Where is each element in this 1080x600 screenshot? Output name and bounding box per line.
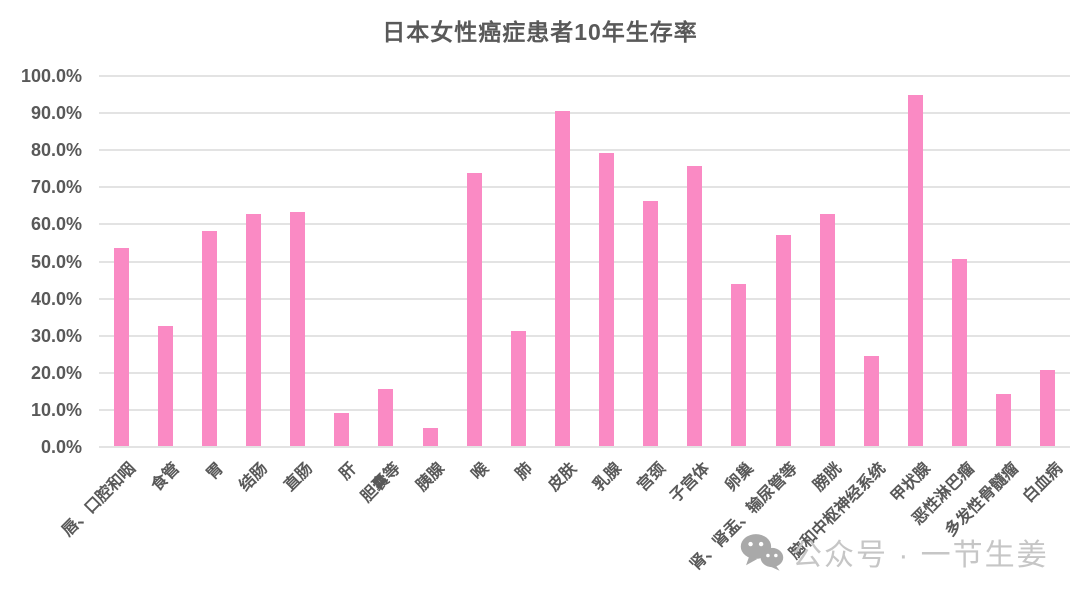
y-tick-label: 30.0% [30,325,82,346]
bar [952,258,968,446]
bar [863,356,879,446]
bar [510,331,526,446]
gridline [99,446,1070,448]
y-tick-label: 40.0% [30,288,82,309]
bar [731,283,747,446]
x-category-label: 食管 [148,460,184,495]
x-category-label: 结肠 [236,460,272,495]
watermark: 公众号 · 一节生姜 [740,530,1049,574]
bar [819,214,835,446]
plot-area [99,75,1070,448]
x-category-label: 乳腺 [589,460,625,495]
wechat-icon [740,534,784,571]
gridline [99,149,1070,152]
x-category-label: 肝 [336,460,360,484]
bar [908,95,924,446]
x-category-label: 胃 [204,460,228,484]
bar [201,230,217,446]
x-category-label: 唇、口腔和咽 [59,460,140,540]
x-category-label: 肺 [512,460,537,484]
bar [422,428,438,446]
gridline [99,408,1070,411]
bar [996,394,1012,446]
gridline [99,75,1070,77]
bar [113,247,129,446]
bar [466,173,482,446]
y-tick-label: 70.0% [30,177,82,198]
gridline [99,334,1070,337]
x-category-label: 胰腺 [413,460,449,495]
bar [599,152,615,446]
y-tick-label: 10.0% [30,399,82,420]
x-category-label: 白血病 [1019,460,1066,506]
x-category-label: 胆囊等 [357,460,404,506]
bar [157,326,173,446]
bar [1040,370,1056,446]
bar [245,214,261,446]
bar [775,234,791,446]
x-category-label: 子宫体 [666,460,713,506]
y-tick-label: 50.0% [30,251,82,272]
gridline [99,297,1070,300]
gridline [99,260,1070,263]
bar [334,412,350,446]
y-tick-label: 100.0% [20,66,82,86]
x-category-label: 卵巢 [722,460,758,495]
watermark-text: 公众号 · 一节生姜 [792,539,1049,572]
gridline [99,112,1070,115]
y-tick-label: 80.0% [30,140,82,161]
y-tick-label: 60.0% [30,214,82,235]
x-category-label: 皮肤 [545,460,581,495]
bar [290,212,306,446]
gridline [99,371,1070,374]
bar [643,201,659,446]
bar [687,165,703,446]
y-tick-label: 90.0% [30,103,82,124]
bar [378,388,394,446]
x-category-label: 喉 [468,460,493,484]
y-tick-label: 0.0% [40,437,82,457]
y-tick-label: 20.0% [30,362,82,383]
x-category-label: 膀胱 [810,460,846,495]
x-category-label: 宫颈 [634,460,669,495]
gridline [99,223,1070,226]
x-category-label: 直肠 [280,460,316,495]
chart-title: 日本女性癌症患者10年生存率 [382,19,698,45]
bar [554,111,570,446]
gridline [99,186,1070,189]
